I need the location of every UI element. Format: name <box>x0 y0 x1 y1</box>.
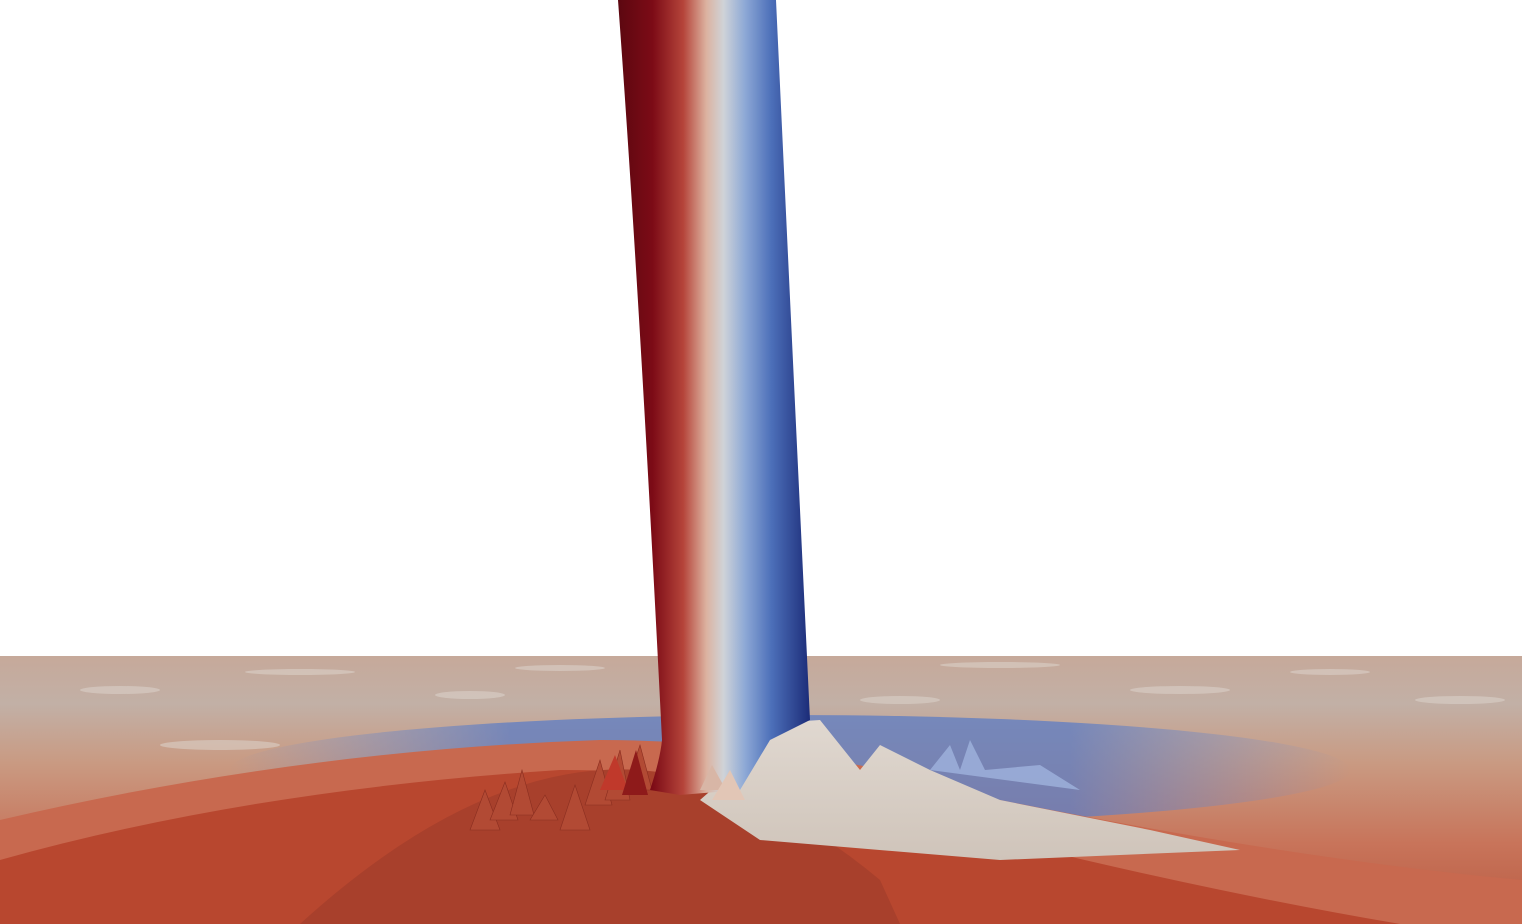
white-mound <box>700 720 1240 860</box>
vortex-column <box>618 0 810 795</box>
column-base-splash <box>600 750 745 800</box>
